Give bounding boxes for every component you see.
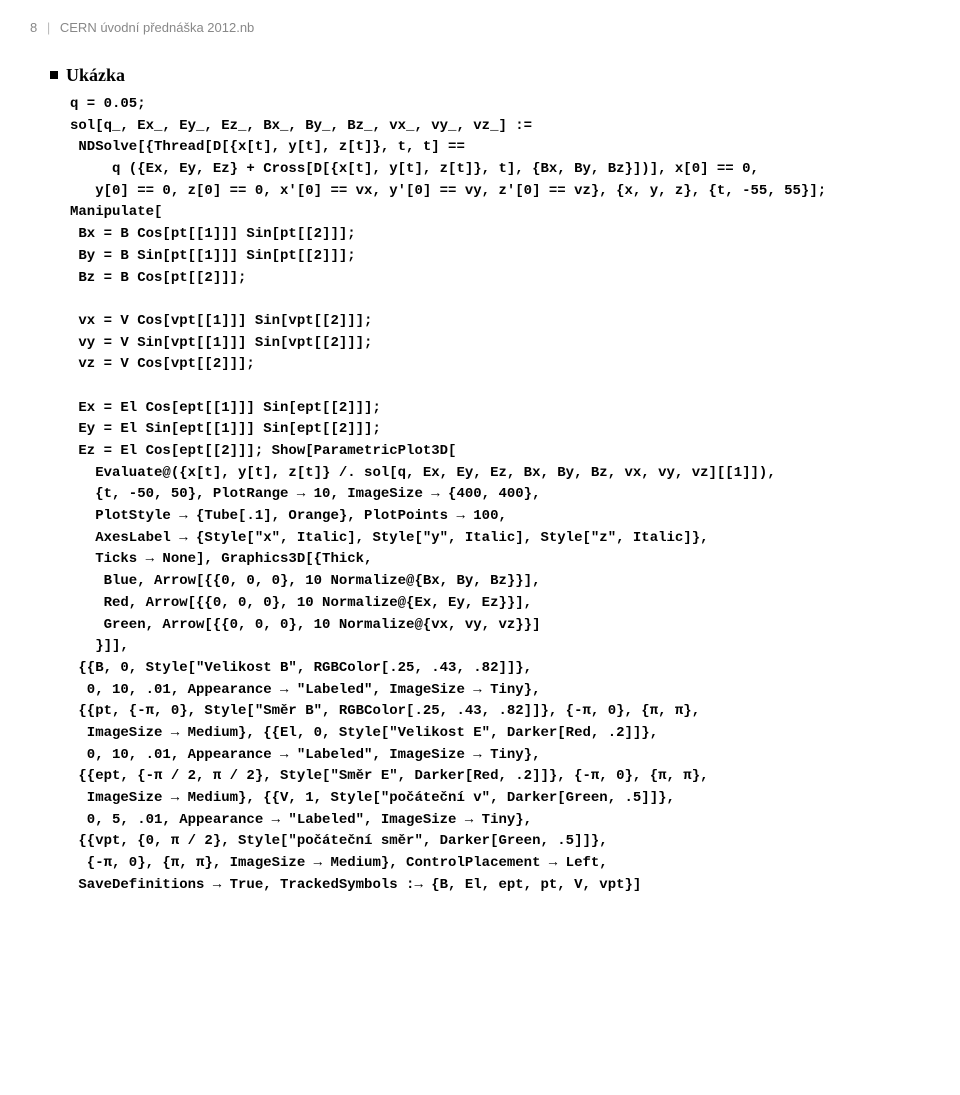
page-container: 8 | CERN úvodní přednáška 2012.nb Ukázka… bbox=[0, 0, 960, 926]
page-header: 8 | CERN úvodní přednáška 2012.nb bbox=[30, 20, 930, 35]
code-block: q = 0.05; sol[q_, Ex_, Ey_, Ez_, Bx_, By… bbox=[70, 94, 930, 896]
section-title: Ukázka bbox=[50, 65, 930, 86]
header-divider: | bbox=[47, 20, 50, 35]
section-title-text: Ukázka bbox=[66, 65, 125, 85]
page-number: 8 bbox=[30, 20, 37, 35]
bullet-icon bbox=[50, 71, 58, 79]
document-title: CERN úvodní přednáška 2012.nb bbox=[60, 20, 254, 35]
